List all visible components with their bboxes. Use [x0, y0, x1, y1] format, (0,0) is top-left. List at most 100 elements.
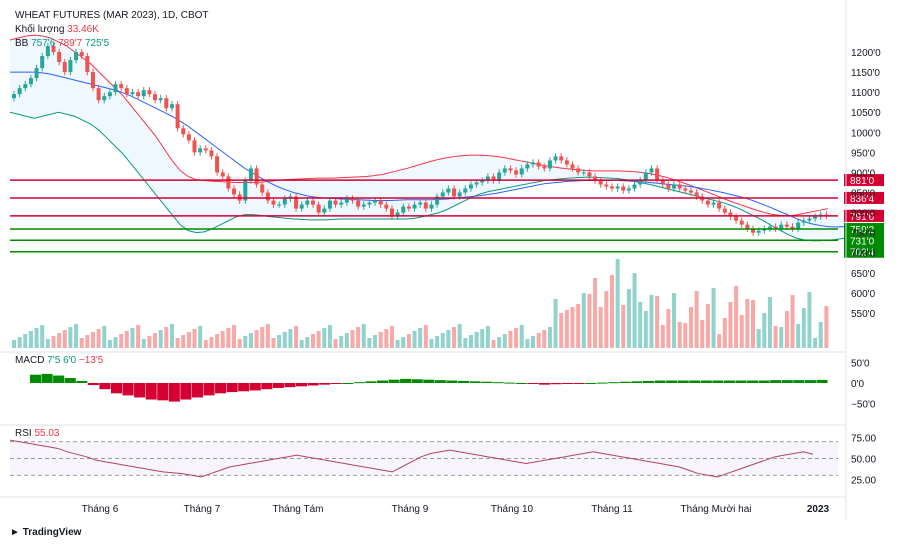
candle [722, 205, 727, 216]
candle [801, 217, 806, 226]
candle-body [294, 196, 299, 209]
volume-bar [198, 326, 203, 348]
volume-bar [722, 318, 727, 348]
y-tick-label: 950'0 [851, 148, 876, 159]
volume-bar [350, 330, 355, 348]
volume-bar [485, 326, 490, 348]
candle-body [502, 168, 507, 173]
volume-bar [74, 324, 79, 348]
macd-bar [226, 383, 238, 393]
volume-bar [807, 292, 812, 348]
macd-bar [677, 380, 689, 383]
candle [192, 137, 197, 156]
volume-bar [316, 331, 321, 348]
volume-bar [12, 340, 16, 348]
price-level-tag [844, 191, 884, 204]
volume-bar [254, 330, 259, 348]
candle-body [784, 224, 789, 227]
candle-body [384, 204, 389, 209]
candle-body [124, 88, 129, 95]
macd-bar [770, 380, 782, 383]
candle [429, 201, 434, 212]
bb-basis-line [10, 71, 845, 228]
candle-body [542, 166, 547, 169]
volume-bar [401, 337, 406, 348]
candle-body [446, 188, 451, 193]
macd-bar [411, 379, 423, 383]
macd-bar [492, 382, 504, 384]
candle-body [401, 206, 406, 213]
macd-bar [538, 383, 550, 385]
volume-bar [705, 304, 710, 348]
volume-bar [299, 340, 304, 348]
candle [604, 181, 609, 190]
macd-bar [515, 383, 527, 384]
volume-bar [282, 332, 287, 348]
volume-bar [169, 324, 174, 348]
volume-bar [164, 327, 169, 348]
candle-body [626, 188, 631, 191]
candle-body [181, 128, 186, 135]
candle [593, 173, 598, 184]
candle-body [136, 92, 141, 97]
candle-body [491, 176, 496, 181]
candle-body [688, 190, 693, 193]
volume-bar [395, 340, 400, 348]
candle-body [666, 184, 671, 189]
volume-bar [237, 339, 242, 348]
candle [203, 145, 208, 154]
candle-body [260, 184, 265, 193]
macd-bar [642, 380, 655, 383]
candle-body [463, 188, 468, 193]
volume-bar [751, 300, 756, 348]
volume-bar [45, 339, 50, 348]
candle [660, 177, 665, 188]
candle [373, 197, 378, 206]
candle [672, 181, 677, 192]
candle-body [519, 168, 524, 175]
candle [734, 213, 739, 224]
candle [130, 88, 135, 98]
macd-bar [654, 380, 666, 383]
candle-body [96, 88, 101, 101]
candle [215, 153, 220, 176]
candle [175, 100, 180, 132]
volume-bar [147, 336, 152, 348]
x-tick-label: Tháng 7 [184, 504, 221, 515]
volume-bar [96, 329, 101, 348]
candle [559, 153, 564, 164]
candle [480, 177, 485, 186]
volume-bar [406, 334, 411, 348]
volume-bar [581, 293, 586, 348]
candle-body [378, 200, 383, 205]
macd-bar [700, 380, 712, 383]
candle-body [598, 180, 603, 185]
candle-body [192, 140, 197, 153]
volume-bar [243, 336, 248, 348]
candle [34, 64, 39, 82]
volume-bar [333, 339, 338, 348]
candle [226, 173, 231, 192]
candle [79, 48, 84, 60]
bb-upper-value: 789'7 [58, 38, 83, 49]
candle [497, 169, 502, 184]
candle-body [130, 92, 135, 95]
candle-body [587, 172, 592, 177]
candle [807, 215, 812, 224]
volume-bar [452, 327, 457, 348]
candle [435, 193, 440, 208]
volume-bar [666, 309, 671, 348]
volume-bar [339, 336, 344, 348]
candle [322, 205, 327, 216]
macd-bar [400, 378, 412, 383]
tradingview-logo[interactable]: ► TradingView [10, 527, 81, 538]
price-level-tag [844, 209, 884, 222]
macd-bar [168, 383, 180, 402]
candle [683, 185, 688, 194]
candle-body [164, 98, 169, 109]
volume-bar [474, 332, 479, 348]
candle [356, 197, 361, 210]
candle [51, 42, 56, 56]
candle-body [209, 150, 214, 157]
